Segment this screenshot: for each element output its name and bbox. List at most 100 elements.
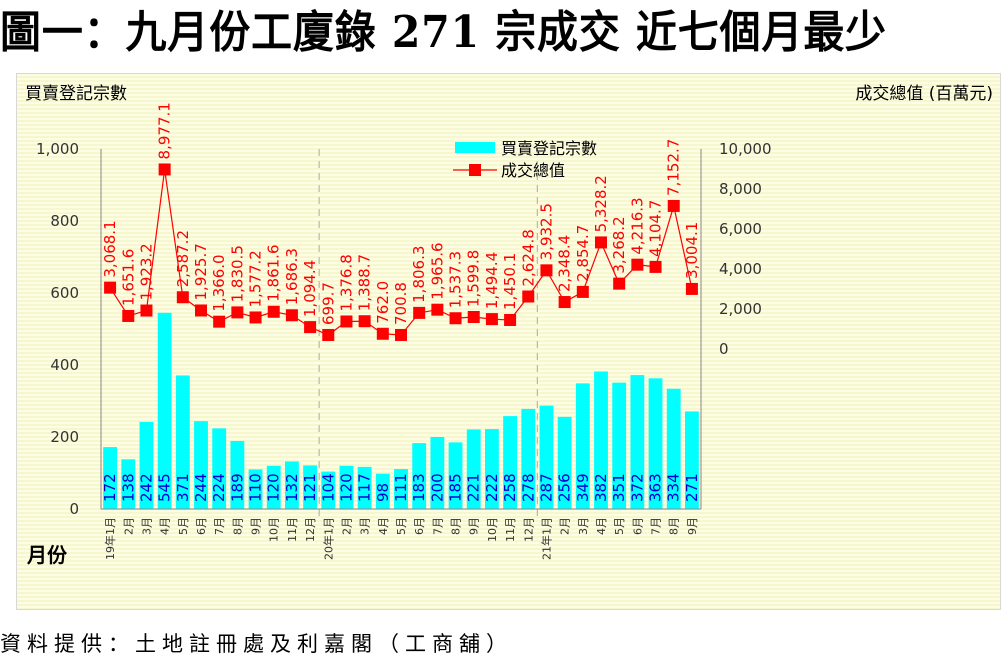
line-marker-25 [558, 296, 571, 309]
line-label-11: 1,094.4 [301, 260, 319, 317]
x-tick-label-29: 6月 [631, 517, 644, 535]
chart-panel: 買賣登記宗數 成交總值 (百萬元) 月份 172 138 242 545 371 244 2… [16, 73, 1001, 610]
x-tick-label-12: 20年1月 [321, 517, 335, 560]
line-label-4: 2,587.2 [174, 230, 192, 287]
line-marker-11 [304, 321, 317, 334]
line-label-31: 7,152.7 [665, 139, 683, 196]
bar-label-25: 256 [556, 473, 574, 502]
y2-tick-label-4: 8,000 [719, 180, 762, 198]
y2-tick-label-1: 2,000 [719, 300, 762, 318]
line-marker-23 [522, 290, 535, 303]
bar-20 [466, 429, 481, 509]
y-tick-label-5: 1,000 [36, 140, 79, 158]
line-label-20: 1,599.8 [465, 250, 483, 307]
line-marker-31 [667, 199, 680, 212]
bar-9 [266, 465, 281, 509]
bar-30 [648, 378, 663, 509]
y-tick-label-0: 0 [69, 500, 79, 518]
x-tick-label-27: 4月 [595, 517, 608, 535]
bar-label-9: 120 [265, 473, 283, 502]
line-marker-17 [413, 306, 426, 319]
bar-label-15: 98 [374, 483, 392, 502]
bar-label-6: 224 [210, 473, 228, 502]
line-marker-4 [176, 291, 189, 304]
bar-12 [321, 471, 336, 509]
x-tick-label-9: 10月 [268, 517, 281, 542]
bar-26 [575, 383, 590, 509]
combo-chart: 買賣登記宗數 成交總值 (百萬元) 月份 172 138 242 545 371 244 2… [25, 84, 993, 567]
bar-1 [121, 459, 136, 509]
bar-label-31: 334 [665, 473, 683, 502]
bar-23 [521, 408, 536, 509]
bar-label-23: 278 [519, 473, 537, 502]
x-tick-label-31: 8月 [668, 517, 681, 535]
x-tick-label-22: 11月 [504, 517, 517, 542]
bar-2 [139, 421, 154, 509]
x-tick-label-3: 4月 [159, 517, 172, 535]
y2-tick-label-3: 6,000 [719, 220, 762, 238]
line-marker-22 [504, 313, 517, 326]
line-label-22: 1,450.1 [501, 253, 519, 310]
line-marker-14 [358, 315, 371, 328]
bar-11 [303, 465, 317, 509]
line-marker-27 [595, 236, 607, 249]
line-marker-8 [249, 311, 262, 324]
y2-tick-label-5: 10,000 [719, 140, 772, 158]
bar-18 [430, 437, 445, 509]
line-marker-3 [158, 163, 171, 176]
line-marker-20 [467, 311, 480, 324]
bar-label-26: 349 [574, 473, 592, 502]
line-marker-15 [376, 327, 389, 340]
bar-label-8: 110 [247, 473, 265, 502]
line-marker-18 [431, 303, 444, 316]
line-label-12: 699.7 [319, 282, 337, 325]
x-tick-label-32: 9月 [686, 517, 699, 535]
x-tick-label-21: 10月 [486, 517, 499, 542]
bar-label-32: 271 [683, 473, 701, 502]
bar-24 [539, 405, 554, 509]
x-tick-label-4: 5月 [177, 517, 190, 535]
bar-label-11: 121 [301, 473, 319, 502]
bar-14 [357, 466, 372, 509]
line-marker-24 [540, 264, 553, 277]
source-note: 資料提供：土地註冊處及利嘉閣（工商舖） [0, 632, 513, 656]
legend: 買賣登記宗數 成交總值 [453, 139, 597, 180]
bar-16 [394, 469, 408, 509]
bar-label-17: 183 [410, 473, 428, 502]
bar-label-28: 351 [610, 473, 628, 502]
bar-label-27: 382 [592, 473, 610, 502]
x-tick-label-11: 12月 [304, 517, 317, 542]
line-label-3: 8,977.1 [156, 102, 174, 159]
line-label-30: 4,104.7 [647, 200, 665, 257]
line-label-27: 5,328.2 [592, 175, 610, 232]
bar-27 [594, 371, 608, 509]
line-label-32: 3,004.1 [683, 222, 701, 279]
line-marker-7 [231, 306, 244, 319]
line-label-16: 700.8 [392, 282, 410, 325]
line-label-10: 1,686.3 [283, 248, 301, 305]
x-tick-label-19: 8月 [450, 517, 463, 535]
x-tick-label-16: 5月 [395, 517, 408, 535]
bar-label-2: 242 [137, 473, 155, 502]
bar-13 [339, 465, 354, 509]
x-tick-label-26: 3月 [577, 517, 590, 535]
x-tick-label-17: 6月 [413, 517, 426, 535]
bar-32 [685, 411, 699, 509]
line-label-26: 2,854.7 [574, 225, 592, 282]
legend-label-bars: 買賣登記宗數 [501, 139, 597, 158]
bar-21 [485, 429, 499, 509]
line-label-25: 2,348.4 [556, 235, 574, 292]
bar-25 [557, 416, 572, 509]
y-tick-label-1: 200 [50, 428, 79, 446]
line-marker-2 [140, 304, 153, 317]
bar-5 [194, 421, 208, 509]
line-label-1: 1,651.6 [119, 249, 137, 306]
bar-28 [612, 382, 627, 509]
bar-29 [630, 375, 645, 509]
line-marker-29 [631, 258, 644, 271]
x-tick-label-2: 3月 [140, 517, 153, 535]
x-tick-label-24: 21年1月 [539, 517, 553, 560]
line-label-5: 1,925.7 [192, 243, 210, 300]
line-label-6: 1,366.0 [210, 254, 228, 311]
y-axis-title: 買賣登記宗數 [25, 84, 127, 104]
